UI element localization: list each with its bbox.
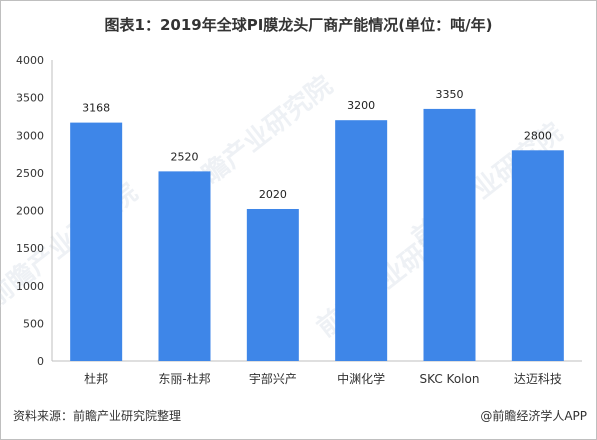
y-tick-label: 1000 [16,280,44,293]
bar-value-label: 2800 [524,129,552,142]
bar-value-label: 2020 [259,188,287,201]
bar-value-label: 2520 [171,150,199,163]
chart-title: 图表1：2019年全球PI膜龙头厂商产能情况(单位：吨/年) [104,16,493,34]
bar [70,122,123,361]
y-tick-label: 2500 [16,167,44,180]
y-tick-label: 1500 [16,242,44,255]
x-tick-label: 东丽-杜邦 [158,371,210,386]
y-tick-label: 0 [37,355,44,368]
y-tick-label: 4000 [16,54,44,67]
bar-value-label: 3200 [347,99,375,112]
bar-value-label: 3168 [82,102,110,115]
x-tick-label: 中渊化学 [337,371,385,386]
y-tick-label: 3000 [16,129,44,142]
y-tick-label: 3500 [16,92,44,105]
x-tick-label: 达迈科技 [514,372,562,386]
x-tick-labels: 杜邦 东丽-杜邦 宇部兴产 中渊化学 SKC Kolon 达迈科技 [84,371,562,386]
source-note: 资料来源：前瞻产业研究院整理 [13,409,182,423]
bars [70,108,564,361]
y-tick-labels: 0 500 1000 1500 2000 2500 3000 3500 4000 [16,54,44,368]
value-labels: 3168 2520 2020 3200 3350 2800 [82,88,552,201]
y-tick-label: 500 [23,317,44,330]
x-tick-label: 杜邦 [84,371,108,386]
y-tick-label: 2000 [16,205,44,218]
brand-credit: @前瞻经济学人APP [480,409,587,423]
bar [335,120,388,361]
bar [423,108,476,361]
x-tick-label: 宇部兴产 [249,371,297,386]
bar [246,208,299,361]
bar [158,171,211,361]
bar-value-label: 3350 [436,88,464,101]
x-tick-label: SKC Kolon [420,372,480,386]
bar [511,150,564,361]
